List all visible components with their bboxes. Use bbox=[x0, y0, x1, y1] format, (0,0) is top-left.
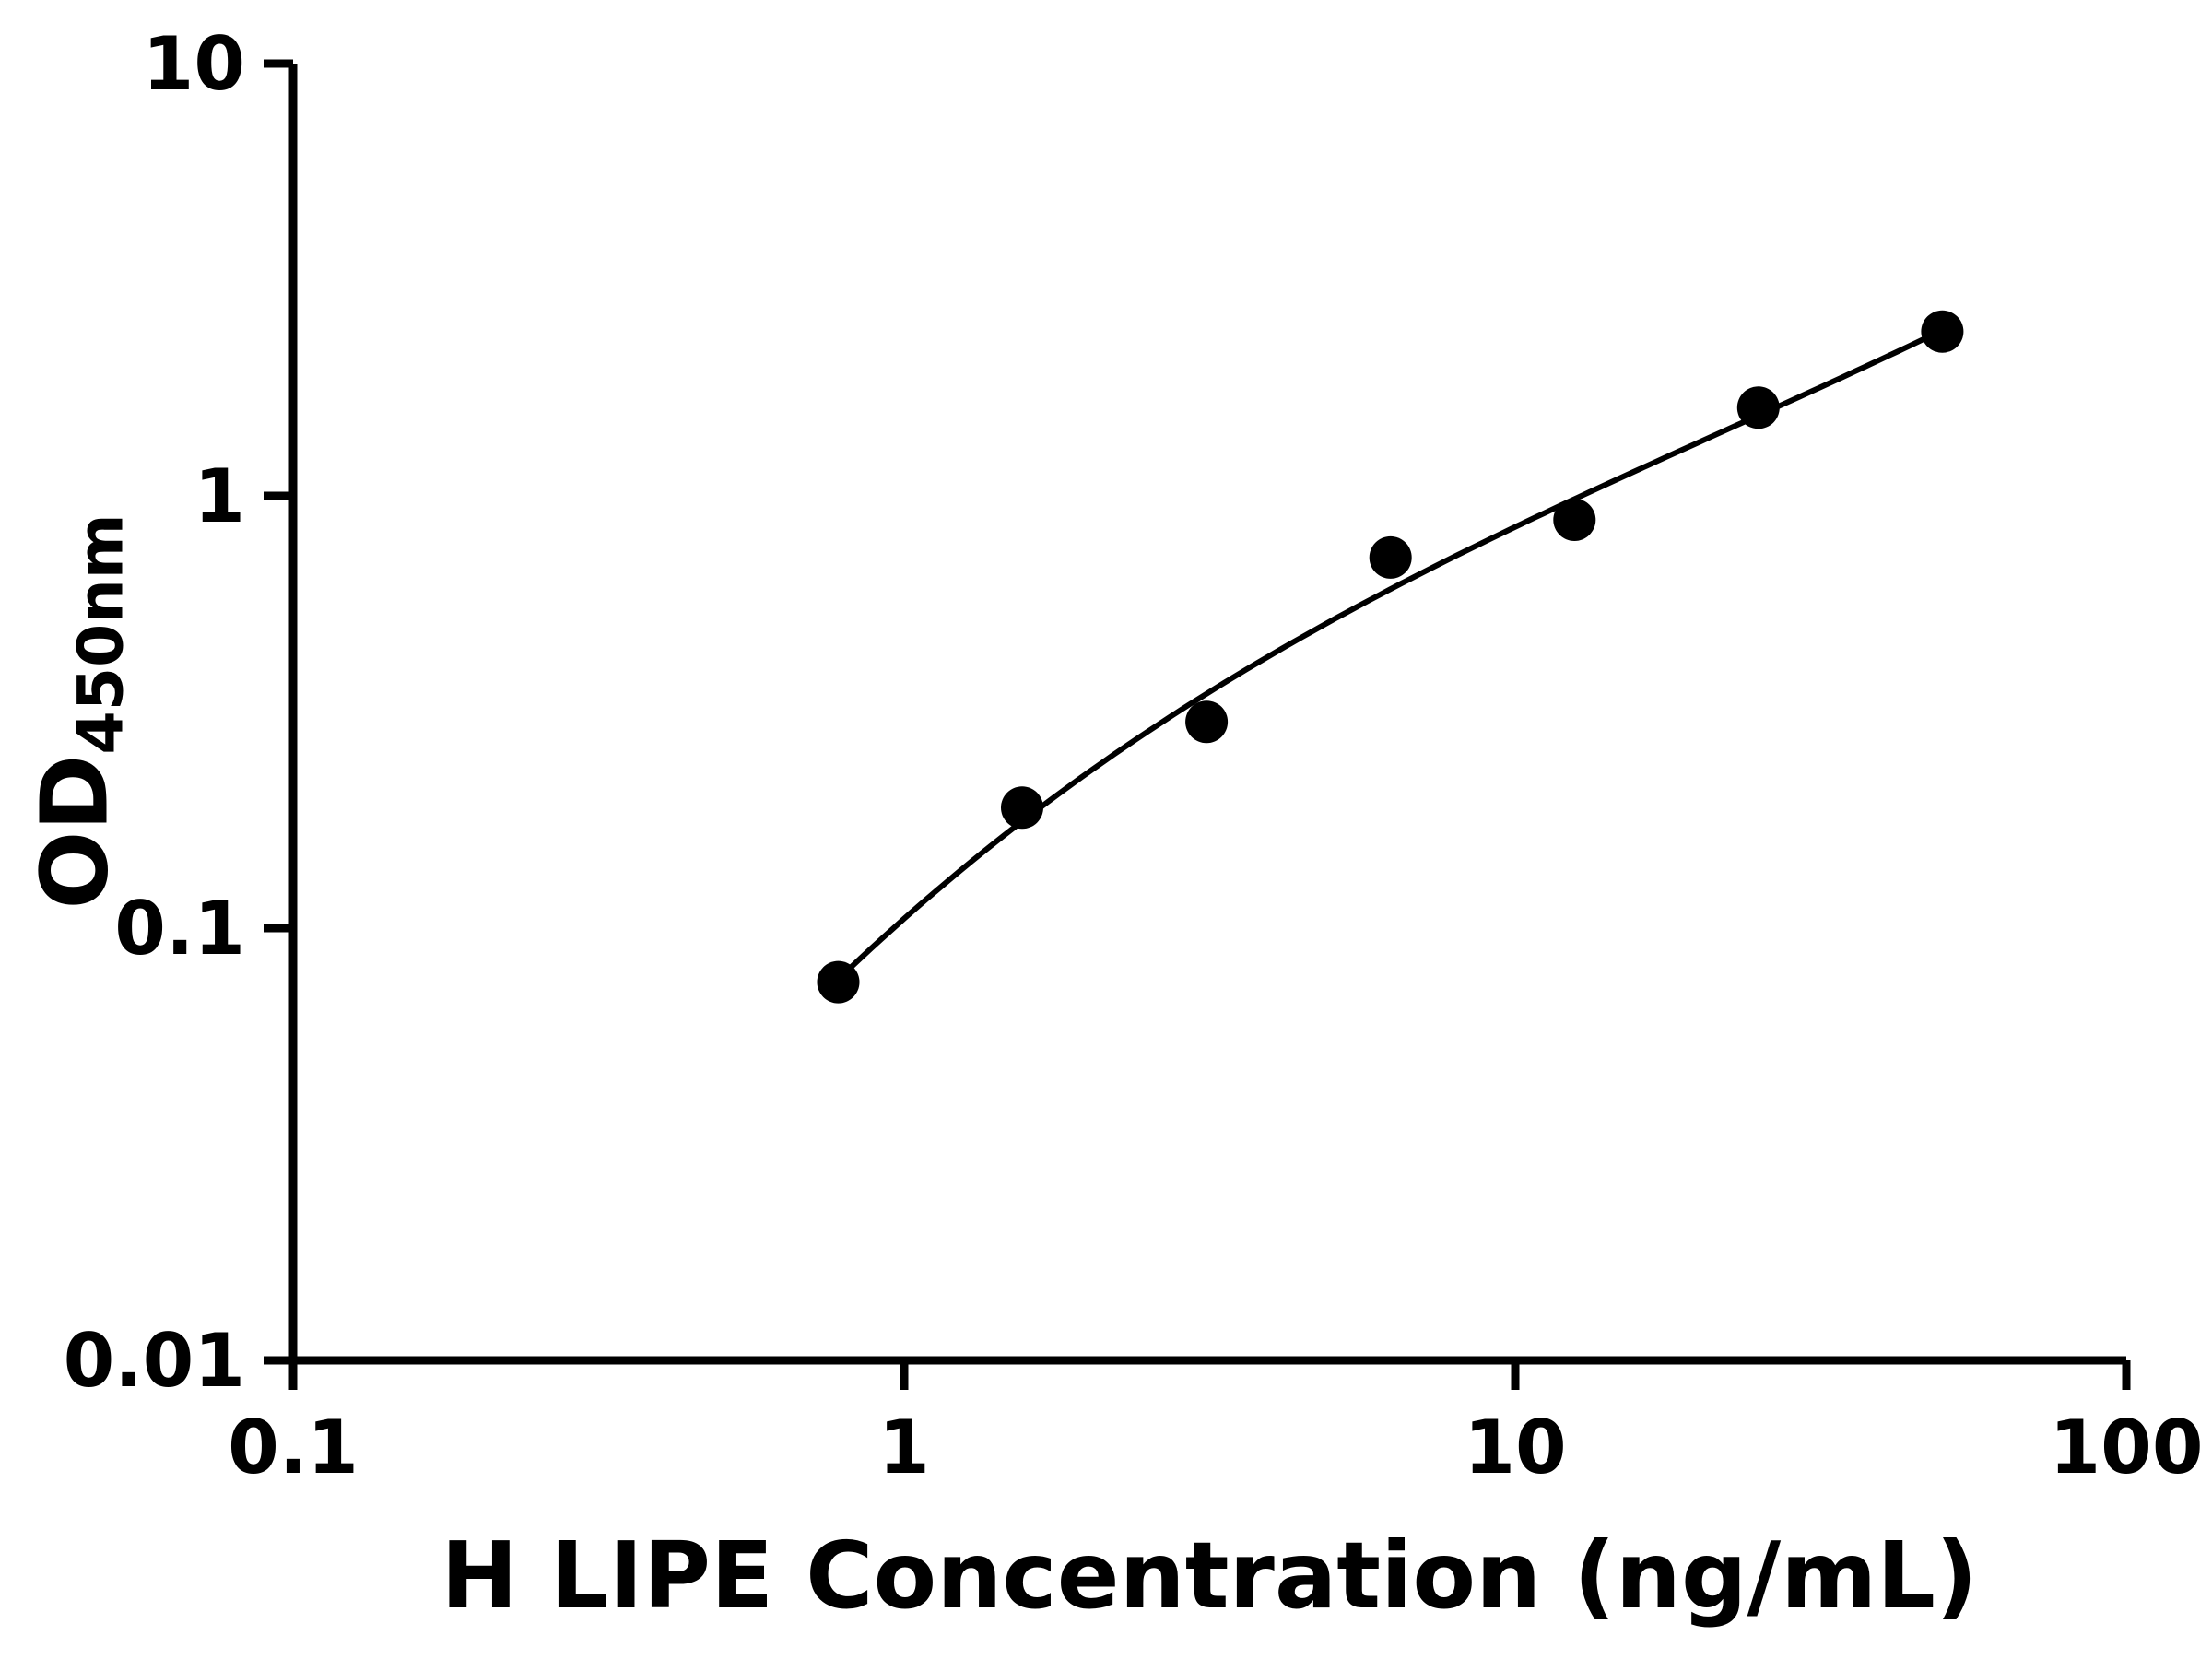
x-axis-tick-label: 1 bbox=[878, 1405, 930, 1490]
y-axis-tick-label: 10 bbox=[143, 21, 245, 107]
x-axis-tick-label: 0.1 bbox=[228, 1405, 359, 1490]
x-axis-tick-label: 10 bbox=[1464, 1405, 1566, 1490]
data-point-marker bbox=[1001, 786, 1043, 830]
y-axis-title-main: OD bbox=[20, 754, 129, 910]
y-axis-tick-label: 1 bbox=[194, 453, 245, 539]
data-point-marker bbox=[1185, 700, 1229, 744]
y-axis-title-sub: 450nm bbox=[65, 513, 138, 755]
data-point-marker bbox=[1736, 386, 1780, 429]
data-point-marker bbox=[1921, 310, 1964, 353]
data-point-marker bbox=[817, 960, 860, 1004]
y-axis-title: OD450nm bbox=[21, 513, 138, 909]
x-axis-title: H LIPE Concentration (ng/mL) bbox=[441, 1522, 1978, 1630]
data-point-marker bbox=[1369, 535, 1412, 579]
x-axis-tick-label: 100 bbox=[2050, 1405, 2204, 1490]
data-point-marker bbox=[1553, 499, 1596, 541]
y-axis-tick-label: 0.01 bbox=[64, 1318, 245, 1404]
y-axis-tick-label: 0.1 bbox=[114, 886, 245, 971]
fit-curve bbox=[835, 327, 1946, 982]
